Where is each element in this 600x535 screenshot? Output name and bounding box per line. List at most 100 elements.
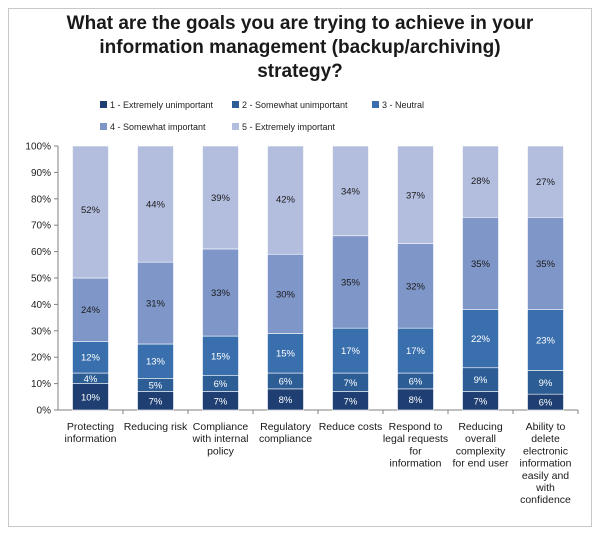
data-label: 12% bbox=[81, 353, 101, 364]
chart-title-line-1: What are the goals you are trying to ach… bbox=[66, 13, 534, 34]
data-label: 9% bbox=[539, 378, 553, 389]
legend-swatch bbox=[232, 123, 239, 130]
data-label: 7% bbox=[214, 396, 228, 407]
x-tick-label: information bbox=[520, 458, 572, 470]
y-tick-label: 40% bbox=[31, 300, 51, 311]
x-tick-label: overall bbox=[465, 433, 496, 445]
data-label: 15% bbox=[211, 351, 231, 362]
data-label: 13% bbox=[146, 357, 166, 368]
x-tick-label: information bbox=[65, 433, 117, 445]
bar-segment-2-series-3 bbox=[137, 343, 174, 379]
data-label: 6% bbox=[409, 376, 423, 387]
bar-segment-1-series-5 bbox=[72, 145, 109, 279]
data-label: 15% bbox=[276, 349, 296, 360]
legend-item-series-3: 3 - Neutral bbox=[372, 100, 424, 110]
x-tick-label: Respond to bbox=[389, 421, 443, 433]
x-tick-label: with bbox=[535, 482, 555, 494]
bar-segment-3-series-5 bbox=[202, 145, 239, 250]
y-tick-label: 90% bbox=[31, 168, 51, 179]
data-label: 4% bbox=[84, 374, 98, 385]
bar-segment-7-series-4 bbox=[462, 216, 499, 310]
data-label: 7% bbox=[474, 396, 488, 407]
x-tick-label: Reducing bbox=[458, 421, 503, 433]
data-label: 8% bbox=[409, 395, 423, 406]
bar-segment-7-series-5 bbox=[462, 145, 499, 218]
y-tick-label: 30% bbox=[31, 326, 51, 337]
data-label: 7% bbox=[344, 378, 358, 389]
data-label: 34% bbox=[341, 186, 361, 197]
legend-swatch bbox=[232, 101, 239, 108]
legend-item-series-5: 5 - Extremely important bbox=[232, 122, 335, 132]
legend-swatch bbox=[372, 101, 379, 108]
x-tick-label: for bbox=[409, 445, 422, 457]
bar-segment-2-series-4 bbox=[137, 261, 174, 345]
y-tick-label: 70% bbox=[31, 221, 51, 232]
data-label: 42% bbox=[276, 194, 296, 205]
bar-segment-6-series-5 bbox=[397, 145, 434, 244]
legend-swatch bbox=[100, 101, 107, 108]
data-label: 35% bbox=[341, 277, 361, 288]
data-label: 6% bbox=[279, 376, 293, 387]
data-label: 52% bbox=[81, 205, 101, 216]
data-label: 6% bbox=[539, 398, 553, 409]
data-label: 22% bbox=[471, 334, 491, 345]
x-tick-label: Compliance bbox=[193, 421, 249, 433]
data-label: 39% bbox=[211, 193, 231, 204]
data-label: 27% bbox=[536, 177, 556, 188]
data-label: 17% bbox=[341, 346, 361, 357]
y-tick-label: 100% bbox=[25, 142, 51, 153]
bar-segment-8-series-4 bbox=[527, 216, 564, 310]
x-tick-label: delete bbox=[531, 433, 560, 445]
data-label: 44% bbox=[146, 200, 166, 211]
y-tick-label: 0% bbox=[37, 406, 52, 417]
y-tick-label: 60% bbox=[31, 247, 51, 258]
x-tick-label: easily and bbox=[522, 470, 569, 482]
data-label: 5% bbox=[149, 380, 163, 391]
legend-swatch bbox=[100, 123, 107, 130]
x-tick-label: compliance bbox=[259, 433, 312, 445]
data-label: 32% bbox=[406, 281, 426, 292]
data-label: 35% bbox=[471, 259, 491, 270]
x-tick-label: Reduce costs bbox=[319, 421, 383, 433]
data-label: 7% bbox=[344, 396, 358, 407]
x-tick-label: Regulatory bbox=[260, 421, 312, 433]
x-tick-label: information bbox=[390, 458, 442, 470]
data-label: 33% bbox=[211, 288, 231, 299]
x-tick-label: Ability to bbox=[526, 421, 566, 433]
chart-title: What are the goals you are trying to ach… bbox=[30, 12, 570, 84]
bar-segment-3-series-3 bbox=[202, 335, 239, 376]
data-label: 9% bbox=[474, 375, 488, 386]
x-tick-label: legal requests bbox=[383, 433, 448, 445]
chart-title-line-3: strategy? bbox=[257, 61, 343, 82]
data-label: 23% bbox=[536, 336, 556, 347]
bar-segment-3-series-4 bbox=[202, 248, 239, 337]
x-tick-label: Protecting bbox=[67, 421, 114, 433]
data-label: 7% bbox=[149, 396, 163, 407]
data-label: 31% bbox=[146, 299, 166, 310]
data-label: 17% bbox=[406, 346, 426, 357]
y-tick-label: 80% bbox=[31, 194, 51, 205]
bar-segment-5-series-5 bbox=[332, 145, 369, 237]
legend-item-series-2: 2 - Somewhat unimportant bbox=[232, 100, 348, 110]
bar-segment-8-series-3 bbox=[527, 309, 564, 371]
x-tick-label: electronic bbox=[523, 445, 568, 457]
data-label: 28% bbox=[471, 176, 491, 187]
data-label: 35% bbox=[536, 259, 556, 270]
x-tick-label: policy bbox=[207, 445, 235, 457]
x-tick-label: for end user bbox=[452, 458, 509, 470]
x-tick-label: confidence bbox=[520, 494, 571, 506]
x-tick-label: Reducing risk bbox=[124, 421, 188, 433]
data-label: 37% bbox=[406, 190, 426, 201]
x-tick-label: complexity bbox=[456, 445, 506, 457]
legend-item-series-1: 1 - Extremely unimportant bbox=[100, 100, 213, 110]
y-tick-label: 20% bbox=[31, 353, 51, 364]
y-tick-label: 50% bbox=[31, 274, 51, 285]
data-label: 30% bbox=[276, 289, 296, 300]
bar-segment-1-series-4 bbox=[72, 277, 109, 342]
data-label: 24% bbox=[81, 305, 101, 316]
bar-segment-4-series-5 bbox=[267, 145, 304, 255]
bar-segment-5-series-4 bbox=[332, 235, 369, 329]
bar-segment-4-series-4 bbox=[267, 253, 304, 334]
bar-segment-2-series-5 bbox=[137, 145, 174, 263]
